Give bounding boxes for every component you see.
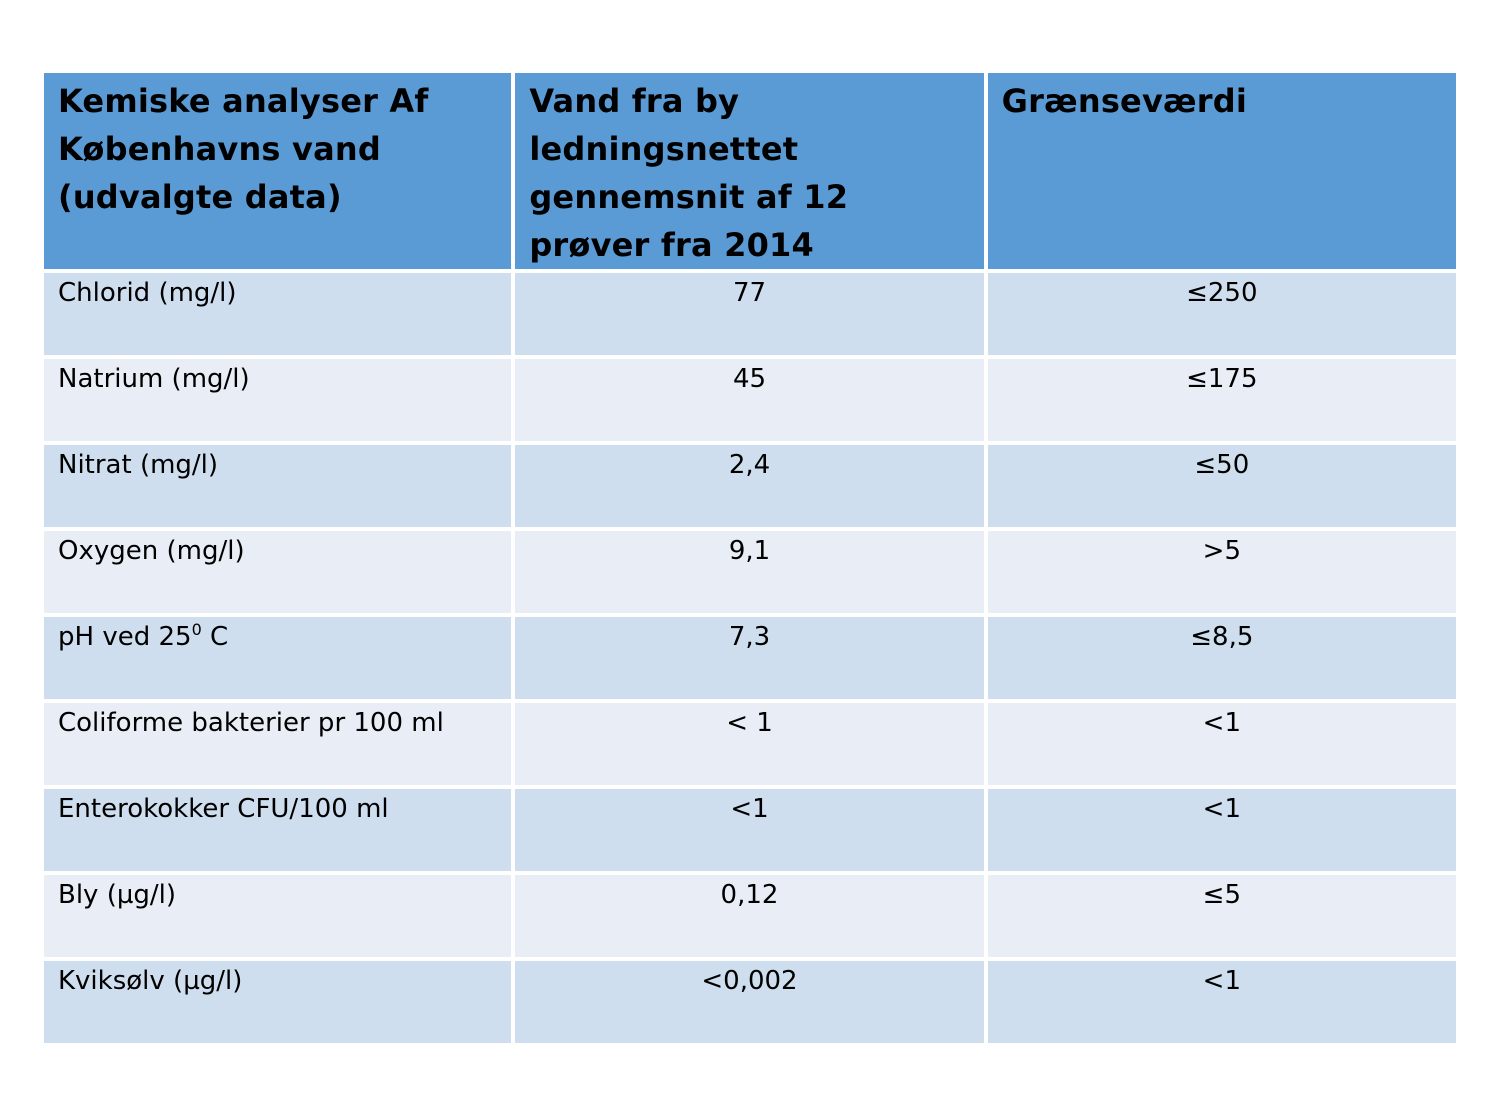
cell-limit: ≤175 bbox=[987, 359, 1456, 441]
table-row: Chlorid (mg/l) 77 ≤250 bbox=[44, 273, 1456, 355]
cell-value: 45 bbox=[515, 359, 984, 441]
table-row: Natrium (mg/l) 45 ≤175 bbox=[44, 359, 1456, 441]
water-analysis-table-container: Kemiske analyser Af Københavns vand (udv… bbox=[44, 73, 1456, 1043]
cell-limit: ≤5 bbox=[987, 875, 1456, 957]
ph-label-suffix: C bbox=[201, 622, 229, 652]
table-row: Bly (µg/l) 0,12 ≤5 bbox=[44, 875, 1456, 957]
table-row: Coliforme bakterier pr 100 ml < 1 <1 bbox=[44, 703, 1456, 785]
cell-limit: <1 bbox=[987, 789, 1456, 871]
header-limit-value: Grænseværdi bbox=[987, 73, 1456, 269]
table-row: pH ved 250 C 7,3 ≤8,5 bbox=[44, 617, 1456, 699]
cell-value: <1 bbox=[515, 789, 984, 871]
cell-parameter: pH ved 250 C bbox=[44, 617, 512, 699]
cell-value: 7,3 bbox=[515, 617, 984, 699]
cell-limit: >5 bbox=[987, 531, 1456, 613]
ph-label-prefix: pH ved 25 bbox=[58, 622, 192, 652]
cell-parameter: Kviksølv (µg/l) bbox=[44, 961, 512, 1043]
cell-limit: ≤8,5 bbox=[987, 617, 1456, 699]
cell-limit: <1 bbox=[987, 703, 1456, 785]
cell-limit: ≤50 bbox=[987, 445, 1456, 527]
table-row: Nitrat (mg/l) 2,4 ≤50 bbox=[44, 445, 1456, 527]
table-row: Kviksølv (µg/l) <0,002 <1 bbox=[44, 961, 1456, 1043]
water-analysis-table: Kemiske analyser Af Københavns vand (udv… bbox=[40, 69, 1460, 1047]
cell-parameter: Nitrat (mg/l) bbox=[44, 445, 512, 527]
table-row: Enterokokker CFU/100 ml <1 <1 bbox=[44, 789, 1456, 871]
cell-parameter: Enterokokker CFU/100 ml bbox=[44, 789, 512, 871]
cell-value: 77 bbox=[515, 273, 984, 355]
cell-value: 0,12 bbox=[515, 875, 984, 957]
header-measured-value: Vand fra by ledningsnettet gennemsnit af… bbox=[515, 73, 984, 269]
cell-value: 2,4 bbox=[515, 445, 984, 527]
cell-limit: <1 bbox=[987, 961, 1456, 1043]
cell-value: < 1 bbox=[515, 703, 984, 785]
cell-parameter: Coliforme bakterier pr 100 ml bbox=[44, 703, 512, 785]
cell-parameter: Bly (µg/l) bbox=[44, 875, 512, 957]
table-row: Oxygen (mg/l) 9,1 >5 bbox=[44, 531, 1456, 613]
ph-label-superscript: 0 bbox=[191, 620, 202, 639]
cell-parameter: Oxygen (mg/l) bbox=[44, 531, 512, 613]
cell-parameter: Chlorid (mg/l) bbox=[44, 273, 512, 355]
cell-value: <0,002 bbox=[515, 961, 984, 1043]
cell-parameter: Natrium (mg/l) bbox=[44, 359, 512, 441]
header-row: Kemiske analyser Af Københavns vand (udv… bbox=[44, 73, 1456, 269]
cell-value: 9,1 bbox=[515, 531, 984, 613]
cell-limit: ≤250 bbox=[987, 273, 1456, 355]
header-parameter: Kemiske analyser Af Københavns vand (udv… bbox=[44, 73, 512, 269]
